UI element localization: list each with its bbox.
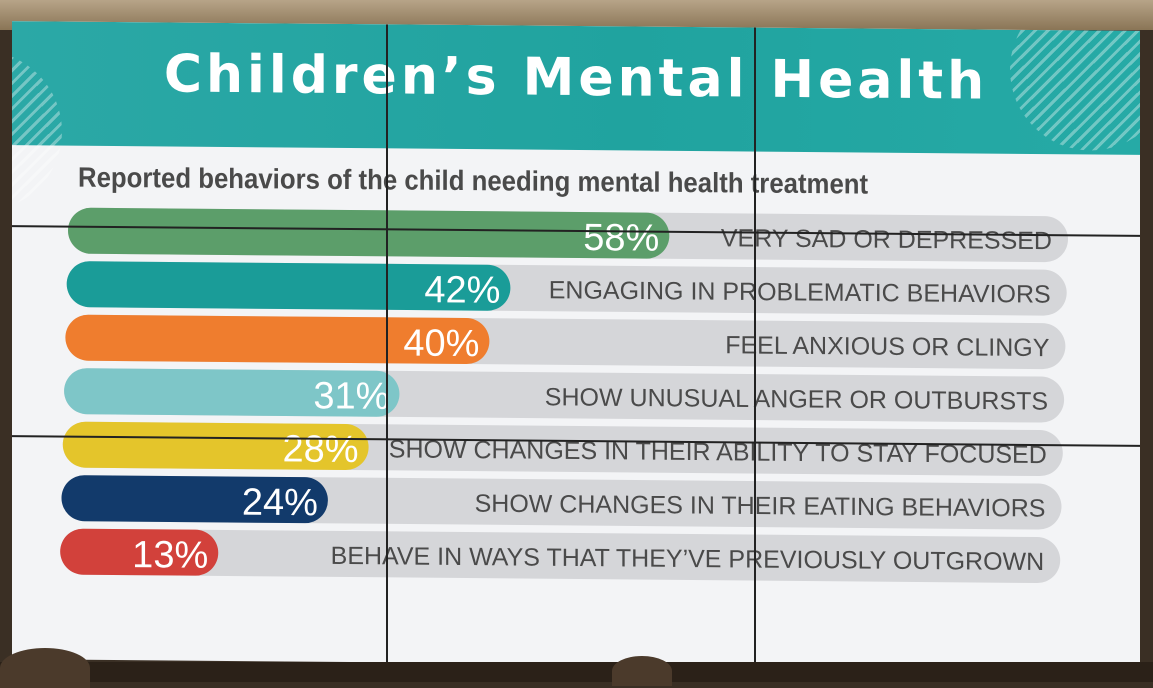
category-label: BEHAVE IN WAYS THAT THEY’VE PREVIOUSLY O… [331, 542, 1045, 576]
bar-value-label: 13% [132, 534, 208, 577]
bar [66, 261, 511, 311]
bar [60, 528, 219, 576]
category-label: SHOW UNUSUAL ANGER OR OUTBURSTS [545, 383, 1048, 415]
category-label: VERY SAD OR DEPRESSED [721, 224, 1052, 255]
bar [64, 368, 400, 417]
bar-value-label: 40% [403, 322, 479, 365]
display-seam [386, 24, 388, 663]
bar-value-label: 31% [313, 375, 389, 418]
bar [61, 475, 328, 524]
category-label: SHOW CHANGES IN THEIR EATING BEHAVIORS [475, 490, 1046, 523]
audience-head [0, 648, 90, 688]
audience-head [612, 656, 672, 686]
bar-track [60, 528, 1061, 584]
bar-value-label: 28% [283, 428, 359, 471]
category-label: FEEL ANXIOUS OR CLINGY [725, 331, 1049, 362]
floor-foreground [0, 662, 1153, 682]
bar [68, 207, 670, 259]
bar-value-label: 42% [424, 269, 500, 312]
bar-value-label: 58% [583, 217, 659, 260]
bar [65, 314, 490, 365]
category-label: ENGAGING IN PROBLEMATIC BEHAVIORS [549, 276, 1051, 308]
presentation-screen: Children’s Mental Health Reported behavi… [12, 21, 1140, 669]
bar-value-label: 24% [242, 482, 318, 525]
horizontal-bar-chart: 58% VERY SAD OR DEPRESSED 42% ENGAGING IN P… [60, 207, 1068, 584]
display-seam [754, 27, 756, 666]
bar [62, 421, 369, 470]
